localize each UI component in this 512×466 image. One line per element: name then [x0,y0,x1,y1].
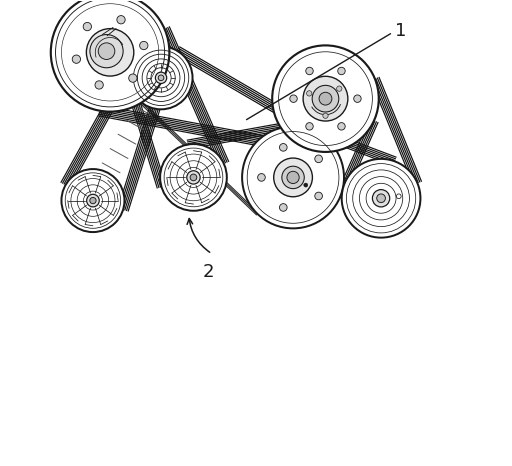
Circle shape [290,95,297,103]
Circle shape [307,91,312,96]
Circle shape [72,55,80,63]
Circle shape [336,86,342,91]
Circle shape [304,183,308,187]
Circle shape [242,126,344,228]
Circle shape [117,15,125,24]
Circle shape [190,174,197,181]
Circle shape [282,166,304,189]
Circle shape [280,144,287,151]
Circle shape [83,22,92,31]
Circle shape [87,194,99,207]
Circle shape [61,169,124,232]
Circle shape [187,171,200,184]
Circle shape [95,81,103,89]
Circle shape [129,74,137,82]
Circle shape [303,76,348,121]
Circle shape [342,159,420,238]
Circle shape [90,198,96,204]
Circle shape [158,75,164,81]
Circle shape [280,204,287,211]
Circle shape [372,190,390,207]
Circle shape [130,46,193,110]
Circle shape [51,0,169,112]
Circle shape [306,123,313,130]
Circle shape [272,45,379,152]
Circle shape [377,194,386,203]
Circle shape [287,171,299,184]
Circle shape [306,67,313,75]
Circle shape [98,43,115,60]
Circle shape [312,85,339,112]
Circle shape [140,41,148,50]
Circle shape [319,92,332,105]
Circle shape [338,67,345,75]
Circle shape [338,123,345,130]
Text: 2: 2 [203,263,214,281]
Circle shape [323,113,328,118]
Circle shape [315,155,323,163]
Circle shape [258,174,265,181]
Circle shape [160,144,227,211]
Circle shape [354,95,361,103]
Circle shape [274,158,312,197]
Text: 1: 1 [395,21,407,40]
Circle shape [315,192,323,200]
Circle shape [90,34,123,68]
Circle shape [155,72,167,83]
Circle shape [87,28,134,76]
